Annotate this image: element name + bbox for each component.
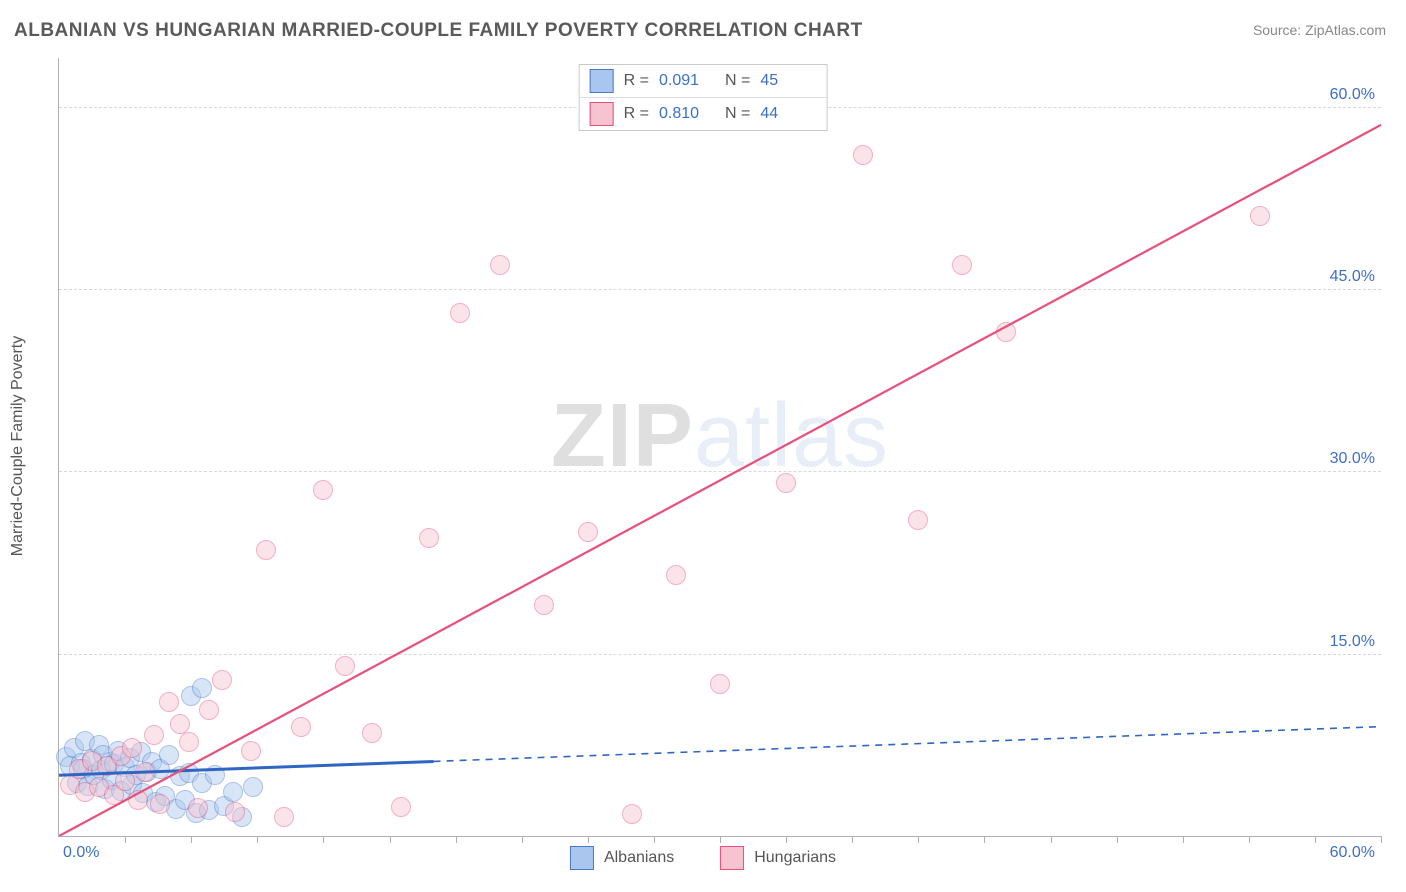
legend-swatch [720, 846, 744, 870]
data-point [666, 565, 686, 585]
legend-swatch [590, 102, 614, 126]
legend-swatch [590, 69, 614, 93]
x-tick [918, 836, 919, 843]
x-tick [852, 836, 853, 843]
data-point [115, 771, 135, 791]
data-point [223, 782, 243, 802]
data-point [490, 255, 510, 275]
data-point [952, 255, 972, 275]
legend-swatch [570, 846, 594, 870]
data-point [122, 738, 142, 758]
data-point [170, 714, 190, 734]
r-value: 0.091 [659, 72, 715, 90]
data-point [578, 522, 598, 542]
legend-row: R = 0.810 N = 44 [580, 97, 827, 130]
data-point [256, 540, 276, 560]
gridline [59, 471, 1381, 472]
trendline-solid [59, 125, 1381, 836]
watermark: ZIPatlas [551, 385, 889, 488]
data-point [150, 794, 170, 814]
data-point [225, 802, 245, 822]
data-point [179, 732, 199, 752]
correlation-legend: R = 0.091 N = 45 R = 0.810 N = 44 [579, 64, 828, 131]
y-tick-label: 45.0% [1330, 268, 1375, 286]
x-tick [1117, 836, 1118, 843]
y-axis-title: Married-Couple Family Poverty [9, 336, 27, 557]
source-attribution: Source: ZipAtlas.com [1253, 22, 1386, 38]
data-point [853, 145, 873, 165]
n-label: N = [725, 72, 750, 90]
legend-row: R = 0.091 N = 45 [580, 65, 827, 97]
r-label: R = [624, 72, 649, 90]
n-label: N = [725, 105, 750, 123]
x-tick [1315, 836, 1316, 843]
data-point [274, 807, 294, 827]
data-point [362, 723, 382, 743]
data-point [212, 670, 232, 690]
x-tick [456, 836, 457, 843]
chart-title: ALBANIAN VS HUNGARIAN MARRIED-COUPLE FAM… [14, 20, 863, 42]
data-point [335, 656, 355, 676]
data-point [159, 745, 179, 765]
r-value: 0.810 [659, 105, 715, 123]
x-tick [1051, 836, 1052, 843]
data-point [622, 804, 642, 824]
y-tick-label: 30.0% [1330, 450, 1375, 468]
x-tick [984, 836, 985, 843]
x-tick [654, 836, 655, 843]
x-tick [522, 836, 523, 843]
legend-item: Hungarians [720, 846, 836, 870]
trendline-dashed [434, 727, 1381, 762]
x-tick [786, 836, 787, 843]
data-point [534, 595, 554, 615]
n-value: 44 [760, 105, 816, 123]
data-point [710, 674, 730, 694]
data-point [908, 510, 928, 530]
data-point [291, 717, 311, 737]
legend-item: Albanians [570, 846, 674, 870]
x-tick [191, 836, 192, 843]
data-point [205, 765, 225, 785]
gridline [59, 289, 1381, 290]
x-tick [257, 836, 258, 843]
data-point [776, 473, 796, 493]
data-point [199, 700, 219, 720]
data-point [391, 797, 411, 817]
scatter-chart: ZIPatlas 0.0% 60.0% 15.0%30.0%45.0%60.0% [58, 58, 1381, 837]
data-point [996, 322, 1016, 342]
trend-lines-layer [59, 58, 1381, 836]
legend-label: Albanians [604, 849, 674, 867]
x-tick [323, 836, 324, 843]
x-tick [1183, 836, 1184, 843]
series-legend: Albanians Hungarians [570, 846, 836, 870]
data-point [1250, 206, 1270, 226]
x-axis-start-label: 0.0% [63, 844, 99, 862]
x-tick [125, 836, 126, 843]
data-point [159, 692, 179, 712]
data-point [144, 725, 164, 745]
data-point [419, 528, 439, 548]
x-tick [1381, 836, 1382, 843]
data-point [135, 762, 155, 782]
x-tick [588, 836, 589, 843]
data-point [128, 790, 148, 810]
x-tick [720, 836, 721, 843]
x-tick [390, 836, 391, 843]
data-point [243, 777, 263, 797]
y-tick-label: 15.0% [1330, 633, 1375, 651]
data-point [450, 303, 470, 323]
data-point [192, 678, 212, 698]
n-value: 45 [760, 72, 816, 90]
data-point [313, 480, 333, 500]
legend-label: Hungarians [754, 849, 836, 867]
data-point [188, 798, 208, 818]
r-label: R = [624, 105, 649, 123]
gridline [59, 654, 1381, 655]
x-tick [1249, 836, 1250, 843]
data-point [241, 741, 261, 761]
x-axis-end-label: 60.0% [1330, 844, 1375, 862]
y-tick-label: 60.0% [1330, 86, 1375, 104]
